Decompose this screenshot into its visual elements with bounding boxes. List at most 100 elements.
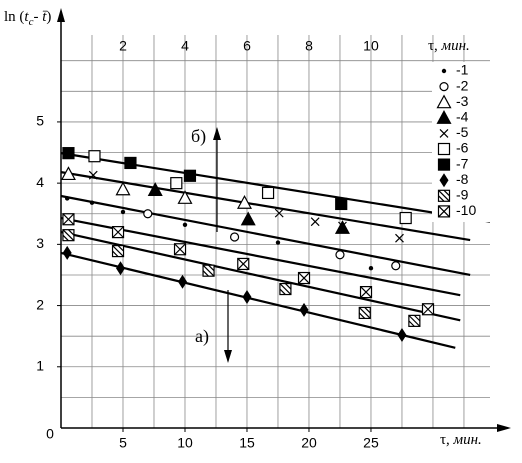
marker-shape — [408, 314, 421, 327]
label-part: t̄ — [42, 9, 48, 25]
fit-line — [60, 216, 461, 297]
marker — [116, 261, 126, 276]
marker-shape — [437, 158, 451, 171]
marker-shape — [408, 314, 421, 327]
marker — [399, 211, 412, 225]
legend-label: -9 — [456, 187, 469, 203]
marker-shape — [335, 197, 348, 211]
marker-shape — [441, 68, 447, 74]
marker-shape — [240, 211, 256, 226]
marker — [229, 232, 240, 242]
marker — [299, 302, 309, 317]
marker-shape — [358, 306, 371, 319]
marker — [88, 150, 101, 163]
marker-shape — [62, 213, 75, 226]
marker — [88, 170, 98, 180]
annotation: а) — [195, 326, 209, 347]
marker-shape — [310, 217, 320, 227]
y-axis-arrow — [57, 8, 65, 22]
marker-shape — [88, 170, 98, 180]
marker-shape — [274, 208, 284, 218]
fit-line — [60, 171, 471, 242]
marker-shape — [174, 243, 186, 256]
marker-shape — [399, 211, 412, 225]
legend-label: -10 — [456, 202, 476, 218]
legend-label: -1 — [456, 62, 469, 78]
marker-shape — [368, 266, 374, 271]
annotation-arrowhead — [224, 350, 232, 363]
marker — [335, 250, 345, 260]
marker-shape — [395, 233, 404, 243]
marker — [437, 158, 451, 171]
marker-shape — [439, 128, 449, 138]
marker — [242, 290, 252, 304]
marker-shape — [438, 205, 450, 218]
legend-label: -2 — [456, 77, 469, 93]
marker-shape — [178, 274, 188, 289]
marker — [62, 229, 75, 242]
marker-shape — [177, 190, 193, 204]
fit-line — [60, 194, 471, 277]
marker — [439, 128, 449, 138]
marker — [421, 303, 435, 316]
marker — [358, 306, 371, 320]
marker — [237, 257, 250, 271]
marker-shape — [229, 232, 240, 242]
marker-shape — [334, 220, 350, 234]
legend-label: -3 — [456, 93, 469, 109]
x2-tick-label: 6 — [243, 38, 251, 54]
marker-shape — [242, 290, 252, 304]
marker-shape — [60, 166, 76, 181]
marker-shape — [88, 150, 101, 163]
marker — [274, 208, 284, 218]
marker — [60, 166, 76, 181]
marker — [437, 189, 451, 202]
marker-shape — [335, 250, 345, 260]
label-part: t — [24, 9, 29, 25]
legend-label: -6 — [456, 140, 469, 156]
annotation-arrowhead — [213, 127, 221, 140]
marker — [335, 197, 348, 211]
marker-shape — [62, 229, 75, 242]
marker — [439, 173, 449, 188]
marker-shape — [89, 200, 95, 205]
marker-shape — [439, 173, 449, 188]
label-part: c — [29, 16, 34, 28]
marker — [395, 233, 404, 243]
legend-label: -8 — [456, 171, 469, 187]
marker — [202, 264, 215, 277]
x2-tick-label: 4 — [181, 38, 189, 54]
marker — [310, 217, 320, 227]
marker — [297, 271, 311, 285]
marker-shape — [124, 156, 137, 170]
x2-tick-label: 10 — [363, 38, 379, 54]
marker-shape — [237, 258, 250, 270]
marker-shape — [170, 177, 183, 190]
legend-label: -4 — [456, 109, 469, 125]
marker-shape — [338, 221, 347, 231]
marker — [436, 110, 452, 124]
x-tick-label: 5 — [119, 435, 127, 451]
marker — [334, 220, 350, 234]
x2-tick-label: 8 — [305, 38, 313, 54]
marker — [147, 182, 163, 196]
marker — [437, 142, 451, 156]
marker-shape — [299, 302, 309, 317]
marker-shape — [143, 209, 153, 219]
label-part: ln ( — [4, 9, 24, 25]
marker — [115, 181, 131, 196]
label-part: τ, — [440, 432, 454, 448]
marker-shape — [202, 264, 215, 277]
marker — [436, 94, 452, 109]
marker — [120, 209, 126, 215]
marker — [408, 314, 421, 327]
x-tick-label: 25 — [363, 435, 379, 451]
legend-label: -5 — [456, 124, 469, 140]
marker-shape — [182, 222, 188, 227]
marker-shape — [360, 286, 372, 299]
y-tick-label: 2 — [36, 296, 44, 312]
marker — [439, 81, 449, 92]
label-part: ) — [46, 9, 51, 25]
